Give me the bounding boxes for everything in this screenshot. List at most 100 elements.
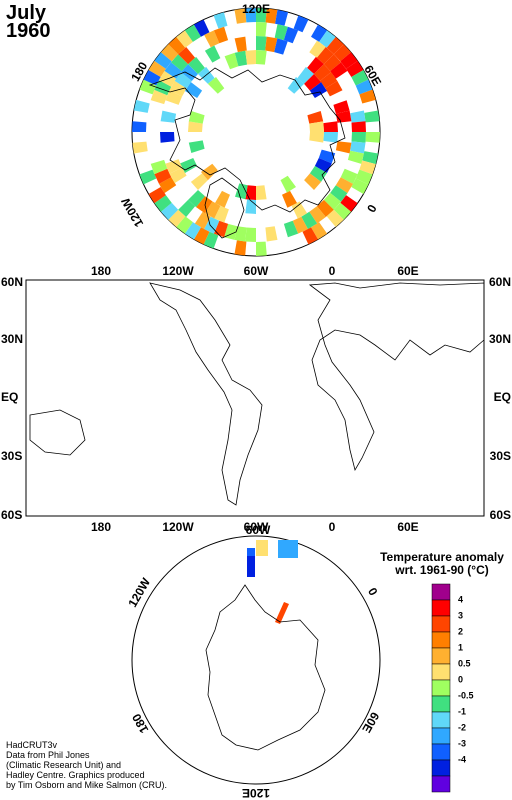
anomaly-cell [190,173,208,190]
anomaly-cell [318,149,336,164]
greenland-outline [204,177,245,239]
anomaly-cell [333,202,351,220]
anomaly-cell [311,222,328,240]
anomaly-cell [292,216,308,234]
anomaly-cell [278,540,298,558]
lat-label-right: 60S [490,508,511,522]
legend-swatch [431,711,451,729]
legend-label: 3 [458,610,463,620]
world-lat-labels-right: 60N 30N EQ 30S 60S [489,275,511,522]
anomaly-cell [302,227,318,245]
anomaly-cell [203,231,219,249]
anomaly-cell [169,167,187,184]
legend-swatch [431,759,451,777]
legend-label: 0.5 [458,658,471,668]
south-lon-label: 60W [246,523,271,537]
lat-label-right: EQ [494,390,511,404]
anomaly-cell [245,227,256,242]
anomaly-cell [316,199,334,217]
anomaly-cell [245,8,256,23]
lat-label-right: 60N [489,275,511,289]
anomaly-cell [150,89,168,105]
anomaly-cell [293,15,309,33]
anomaly-cell [326,209,344,227]
lon-label-top: 60W [244,264,269,278]
anomaly-cell [234,50,248,67]
anomaly-cell [169,80,187,97]
legend-color-bar [431,583,451,793]
anomaly-cell [139,79,157,95]
legend-swatch [431,631,451,649]
north-lon-label: 120W [118,195,146,230]
anomaly-cell [351,70,369,86]
anomaly-cell [307,56,324,74]
north-coastline [148,67,346,213]
anomaly-cell [326,37,344,55]
anomaly-cell [245,199,256,214]
world-map [25,279,485,517]
anomaly-cell [256,8,267,23]
anomaly-cell [139,169,157,185]
americas-coastline [149,282,263,506]
lat-label-right: 30S [490,449,511,463]
legend-swatch [431,599,451,617]
anomaly-cell [359,160,376,175]
anomaly-cell [283,26,299,44]
anomaly-cell [256,22,267,37]
legend-swatch [431,727,451,745]
australia-coastline [29,409,86,456]
anomaly-cell [176,30,193,48]
legend-swatch [431,743,451,761]
lat-label-left: 60N [1,275,23,289]
lon-label-top: 180 [91,264,111,278]
anomaly-cell [204,30,220,48]
anomaly-cell [314,64,332,81]
anomaly-cell [282,190,297,208]
anomaly-cell [154,168,172,184]
anomaly-cell [309,206,326,224]
anomaly-cell [188,56,205,74]
anomaly-cell [188,111,205,124]
south-lon-label: 120E [242,786,270,800]
credit-line: Data from Phil Jones [6,750,90,760]
anomaly-cell [256,241,267,256]
anomaly-cell [309,132,324,143]
anomaly-cell [309,166,327,182]
anomaly-cell [359,89,376,104]
anomaly-cell [265,226,278,242]
world-lat-labels-left: 60N 30N EQ 30S 60S [1,275,23,522]
anomaly-cell [148,187,166,204]
north-lon-label: 120E [242,2,270,16]
legend-swatch [431,647,451,665]
anomaly-cell [364,110,380,123]
lat-label-left: EQ [1,390,18,404]
anomaly-cell [154,52,172,69]
anomaly-cell [275,9,289,26]
legend-label: -2 [458,722,466,732]
anomaly-cell [161,202,179,220]
anomaly-cell [204,216,220,234]
lon-label-bottom: 120W [162,520,194,534]
anomaly-cell [311,24,328,42]
anomaly-cell [133,99,150,113]
anomaly-cell [256,36,267,51]
anomaly-cell [265,36,278,53]
credit-line: by Tim Osborn and Mike Salmon (CRU). [6,780,168,790]
anomaly-cell [283,220,299,238]
anomaly-cell [196,196,213,214]
anomaly-cell [213,12,228,29]
anomaly-cell [351,132,366,143]
lat-label-left: 30N [1,332,23,346]
anomaly-cell [346,60,364,77]
legend-label: 1 [458,642,463,652]
legend-title: Temperature anomaly wrt. 1961-90 (°C) [380,550,504,577]
anomaly-cell [143,70,161,86]
anomaly-cell [280,175,296,193]
legend-swatch [431,695,451,713]
anomaly-cell [234,240,247,256]
anomaly-cell [165,90,183,105]
anomaly-cell [224,52,239,70]
anomaly-cell [150,159,168,175]
